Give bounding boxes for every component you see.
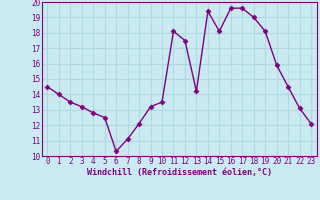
X-axis label: Windchill (Refroidissement éolien,°C): Windchill (Refroidissement éolien,°C) [87,168,272,177]
